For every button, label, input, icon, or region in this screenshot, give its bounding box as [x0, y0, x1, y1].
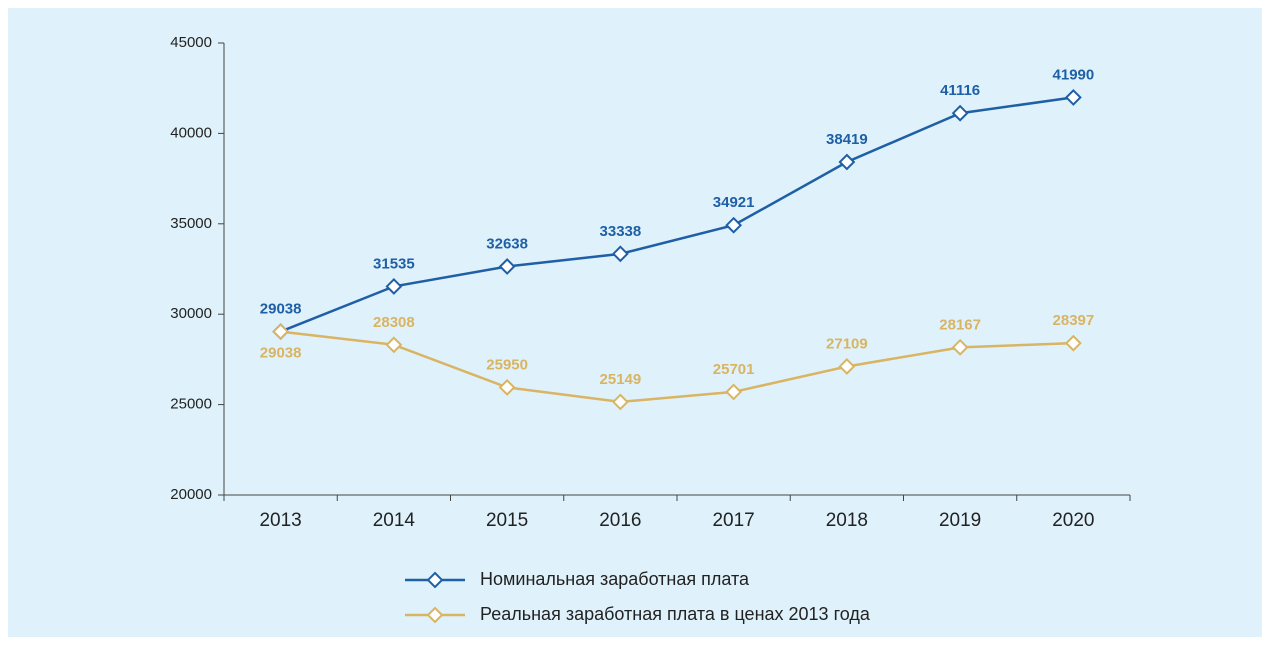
point — [951, 338, 969, 356]
point — [498, 258, 516, 275]
point — [385, 278, 403, 295]
x-tick-label: 2019 — [939, 510, 981, 531]
data-label: 29038 — [260, 301, 302, 318]
legend-label: Реальная заработная плата в ценах 2013 г… — [480, 604, 871, 624]
data-label: 28397 — [1053, 312, 1095, 329]
y-tick-label: 35000 — [170, 215, 212, 232]
x-tick-label: 2017 — [712, 510, 754, 531]
data-label: 31535 — [373, 255, 415, 272]
data-label: 25701 — [713, 361, 755, 378]
x-tick-label: 2013 — [259, 510, 301, 531]
legend-label: Номинальная заработная плата — [480, 569, 750, 589]
data-label: 38419 — [826, 131, 868, 148]
point — [1064, 89, 1082, 106]
y-tick-label: 20000 — [170, 486, 212, 503]
point — [611, 393, 629, 411]
data-label: 41116 — [940, 82, 980, 99]
data-label: 32638 — [486, 235, 528, 252]
x-tick-label: 2014 — [373, 510, 416, 531]
point — [385, 336, 403, 354]
y-tick-label: 25000 — [170, 396, 212, 413]
y-tick-label: 40000 — [170, 124, 212, 141]
legend-marker — [426, 571, 444, 589]
point — [611, 245, 629, 263]
point — [838, 153, 856, 171]
point — [272, 323, 290, 341]
data-label: 34921 — [713, 194, 755, 211]
data-label: 25149 — [600, 371, 642, 388]
data-label: 29038 — [260, 345, 302, 362]
series-line — [280, 96, 1074, 333]
data-label: 41990 — [1053, 66, 1095, 83]
data-label: 25950 — [486, 356, 528, 373]
data-label: 28308 — [373, 314, 415, 331]
point — [838, 358, 856, 375]
series-line — [280, 330, 1074, 404]
chart-background — [8, 8, 1262, 637]
data-label: 33338 — [600, 223, 642, 240]
point — [1064, 334, 1082, 352]
y-tick-label: 30000 — [170, 305, 212, 322]
point — [951, 104, 969, 122]
point — [498, 379, 516, 396]
x-tick-label: 2015 — [486, 510, 528, 531]
x-tick-label: 2018 — [826, 510, 868, 531]
point — [725, 383, 743, 401]
x-tick-label: 2016 — [599, 510, 641, 531]
y-tick-label: 45000 — [170, 34, 212, 51]
x-tick-label: 2020 — [1052, 510, 1094, 531]
data-label: 27109 — [826, 335, 868, 352]
point — [725, 216, 743, 234]
legend-marker — [426, 606, 444, 624]
data-label: 28167 — [939, 316, 981, 333]
